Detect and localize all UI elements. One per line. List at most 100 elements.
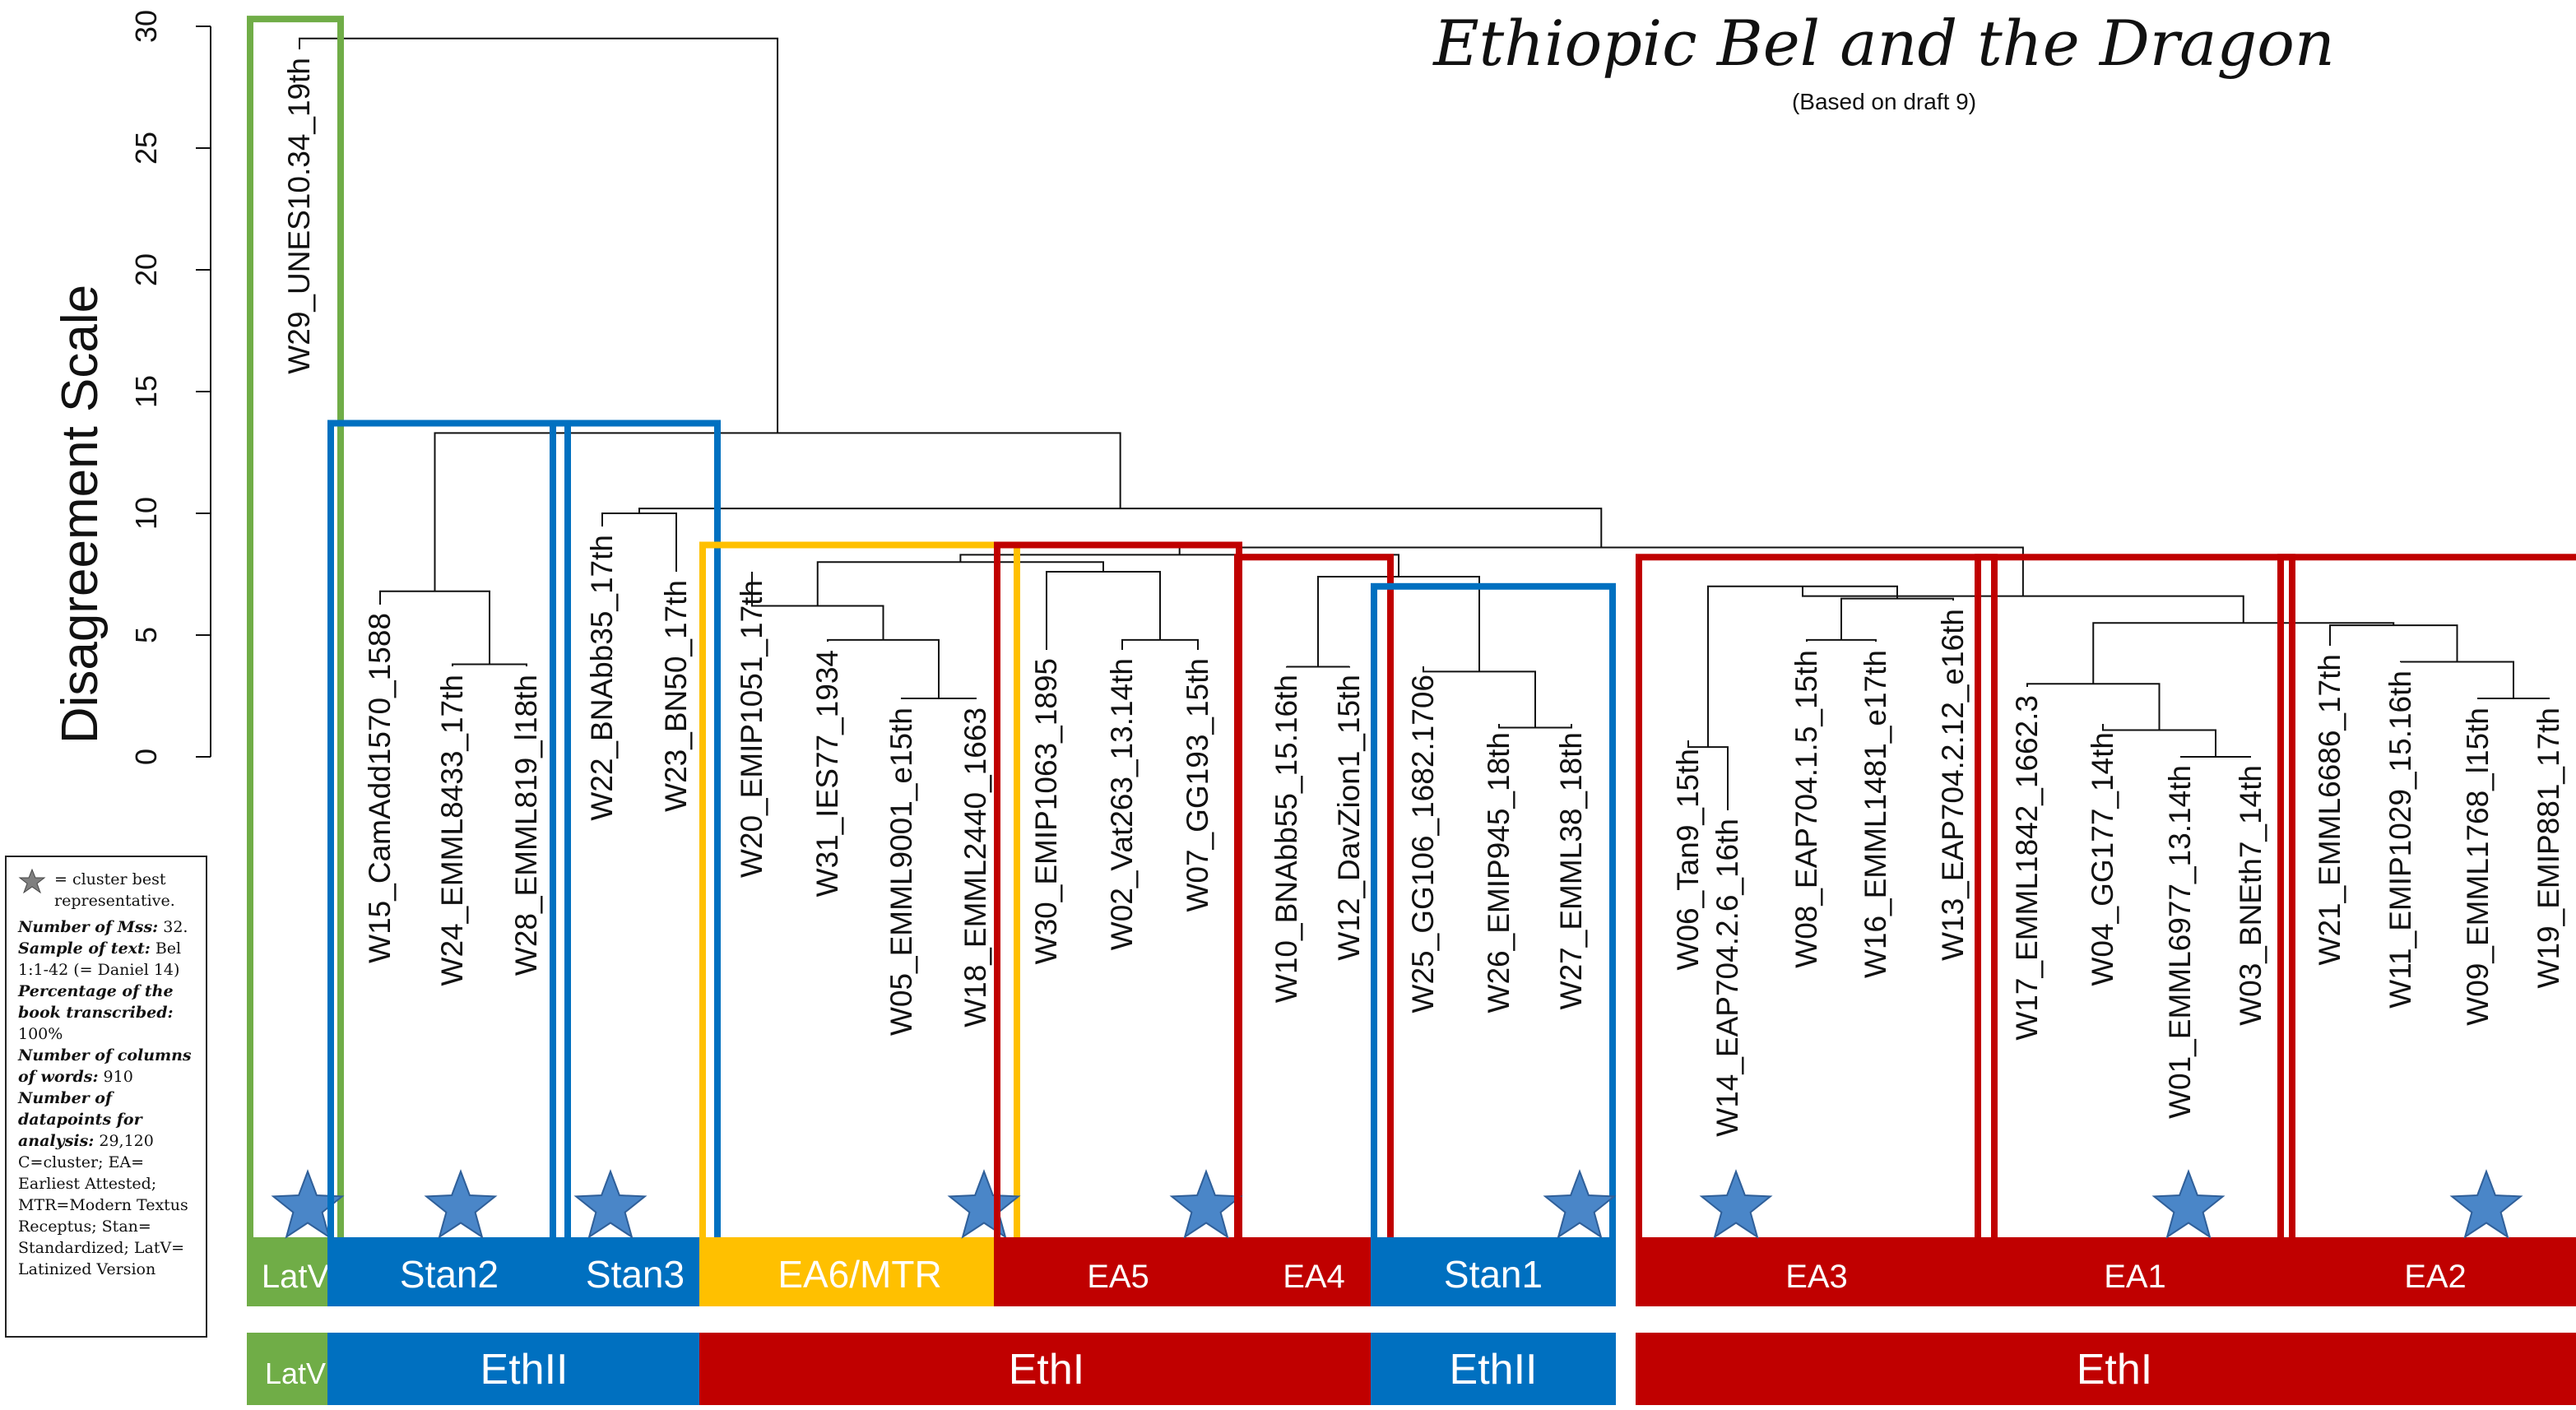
group-label: EthI [2077, 1346, 2153, 1394]
group-label: EthI [1009, 1346, 1085, 1394]
page-title: Ethiopic Bel and the Dragon [1433, 7, 2335, 80]
y-tick-label: 25 [129, 132, 163, 165]
leaf-label: W06_Tan9_15th [1671, 749, 1705, 970]
leaf-label: W05_EMML9001_e15th [884, 707, 918, 1036]
leaf-label: W28_EMML819_l18th [509, 675, 543, 976]
legend-line-key: Number of datapoints for analysis: [18, 1089, 142, 1150]
leaf-label: W16_EMML1481_e17th [1859, 650, 1892, 978]
leaf-label: W14_EAP704.2.6_16th [1710, 819, 1744, 1137]
dendrogram-branch [2026, 683, 2161, 731]
star-icon [2151, 1169, 2226, 1239]
group-label: EthII [480, 1346, 569, 1394]
leaf-label: W24_EMML8433_17th [435, 675, 469, 986]
star-icon [1699, 1169, 1773, 1239]
group-bars: LatV EthII EthI EthII EthI [247, 1333, 2576, 1405]
cluster-label: EA6/MTR [777, 1253, 941, 1296]
dendrogram-branch [452, 663, 527, 666]
group-label: LatV [265, 1357, 326, 1390]
legend-line: C=cluster; EA= Earliest Attested; MTR=Mo… [18, 1152, 197, 1280]
legend-line: Number of columns of words: 910 [18, 1045, 197, 1088]
star-icon [2449, 1169, 2523, 1239]
cluster-box [550, 420, 721, 1244]
leaf-label: W20_EMIP1051_17th [735, 580, 768, 878]
star-icon [1169, 1169, 1243, 1239]
cluster-label-bar [1371, 1241, 1616, 1306]
dendrogram-branch [638, 508, 1603, 548]
dendrogram-branch [1423, 666, 1536, 728]
y-tick-label: 20 [129, 253, 163, 286]
leaf-label: W17_EMML1842_1662.3 [2010, 695, 2044, 1041]
cluster-label-bar [1975, 1241, 2295, 1306]
dendrogram-branch [1046, 571, 1161, 650]
cluster-label-bar [1636, 1241, 1998, 1306]
leaf-label: W04_GG177_14th [2086, 732, 2119, 986]
leaf-label: W22_BNAbb35_17th [585, 535, 619, 821]
legend-box: = cluster best representative. Number of… [5, 856, 207, 1338]
legend-line-key: Number of Mss: [18, 918, 159, 936]
cluster-label: Stan1 [1444, 1253, 1543, 1296]
leaf-label: W12_DavZion1_15th [1332, 675, 1366, 961]
cluster-label: EA1 [2104, 1259, 2166, 1295]
cluster-label: EA2 [2404, 1259, 2467, 1295]
leaf-label: W27_EMML38_18th [1554, 732, 1588, 1009]
group-bar [327, 1333, 721, 1405]
leaf-label: W09_EMML1768_l15th [2461, 707, 2495, 1026]
dendrogram-branch [2329, 624, 2458, 662]
legend-star-text: = cluster best representative. [54, 870, 175, 910]
y-tick-label: 0 [129, 749, 163, 765]
leaf-label: W26_EMIP945_18th [1482, 732, 1515, 1013]
dendrogram-branch [827, 638, 940, 698]
dendrogram-branch [2477, 697, 2550, 699]
group-bar [1371, 1333, 1616, 1405]
star-icon [1543, 1169, 1617, 1239]
cluster-label: Stan2 [400, 1253, 499, 1296]
leaf-label: W18_EMML2440_1663 [958, 707, 992, 1027]
dendrogram-branch [816, 561, 1104, 606]
star-icon [18, 869, 46, 893]
leaf-label: W29_UNES10.34_19th [282, 58, 316, 374]
y-tick-label: 30 [129, 10, 163, 43]
cluster-label: EA5 [1087, 1259, 1149, 1295]
leaf-labels: W29_UNES10.34_19th W15_CamAdd1570_1588 W24… [282, 58, 2565, 1137]
leaf-label: W21_EMML6686_17th [2313, 654, 2346, 965]
leaf-label: W11_EMIP1029_15.16th [2383, 670, 2417, 1009]
cluster-label-bar [1234, 1241, 1394, 1306]
cluster-label-bar [994, 1241, 1242, 1306]
y-axis: 0 5 10 15 20 25 30 [129, 10, 211, 765]
legend-line: Percentage of the book transcribed: 100% [18, 981, 197, 1045]
leaf-label: W31_IES77_1934 [810, 650, 844, 897]
group-label: EthII [1450, 1346, 1538, 1394]
star-icon [947, 1169, 1021, 1239]
legend-line-key: Sample of text: [18, 939, 151, 958]
leaf-label: W25_GG106_1682.1706 [1406, 675, 1440, 1013]
dendrogram-branch [901, 697, 977, 699]
leaf-label: W23_BN50_17th [659, 580, 693, 812]
group-bar [699, 1333, 1394, 1405]
cluster-label: EA3 [1785, 1259, 1848, 1295]
cluster-box [1234, 554, 1394, 1244]
cluster-label-bar [2277, 1241, 2576, 1306]
legend-line-value: C=cluster; EA= Earliest Attested; MTR=Mo… [18, 1153, 188, 1278]
cluster-label: Stan3 [586, 1253, 685, 1296]
star-icon [573, 1169, 647, 1239]
dendrogram-branch [2092, 622, 2395, 684]
leaf-label: W03_BNEth7_14th [2234, 765, 2267, 1026]
leaf-label: W08_EAP704.1.5_15th [1789, 650, 1823, 968]
leaf-label: W07_GG193_15th [1181, 658, 1214, 912]
legend-line-value: 910 [98, 1068, 133, 1086]
legend-line: Number of Mss: 32. [18, 916, 197, 938]
leaf-label: W19_EMIP881_17th [2532, 707, 2565, 988]
cluster-label-bar [550, 1241, 721, 1306]
y-tick-label: 5 [129, 627, 163, 643]
dendrogram-branch [1317, 575, 1480, 672]
cluster-boxes: LatV Stan2 Stan3 EA6/MTR EA5 EA4 Stan1 EA3 EA1 EA… [247, 16, 2576, 1306]
dendrogram-branch [1806, 638, 1877, 642]
dendrogram-tree [299, 37, 2550, 810]
dendrogram-branch [299, 37, 779, 434]
legend-lines: Number of Mss: 32. Sample of text: Bel 1:… [18, 916, 197, 1280]
legend-line: Sample of text: Bel 1:1-42 (= Daniel 14) [18, 938, 197, 981]
leaf-label: W13_EAP704.2.12_e16th [1936, 609, 1970, 961]
leaf-label: W02_Vat263_13.14th [1105, 658, 1139, 950]
leaf-label: W30_EMIP1063_1895 [1029, 658, 1063, 964]
